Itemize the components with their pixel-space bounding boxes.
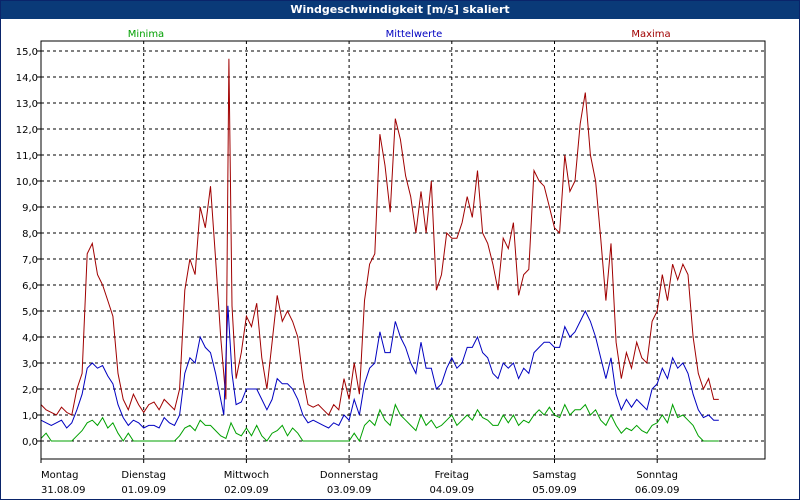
x-tick-date-label: 04.09.09 xyxy=(430,485,475,496)
y-tick-label: 13,0 xyxy=(16,99,38,110)
y-tick-label: 3,0 xyxy=(22,359,38,370)
y-tick-label: 12,0 xyxy=(16,125,38,136)
y-tick-label: 15,0 xyxy=(16,47,38,58)
x-tick-day-label: Dienstag xyxy=(121,470,166,481)
legend-minima: Minima xyxy=(128,29,164,40)
x-tick-day-label: Sonntag xyxy=(636,470,678,481)
y-tick-label: 7,0 xyxy=(22,255,38,266)
y-tick-label: 9,0 xyxy=(22,203,38,214)
y-tick-label: 0,0 xyxy=(22,437,38,448)
x-tick-day-label: Freitag xyxy=(435,470,469,481)
y-tick-label: 4,0 xyxy=(22,333,38,344)
y-axis-ticks: 0,0 1,0 2,0 3,0 4,0 5,0 6,0 7,0 8,0 9,0 10,0 11,0 12… xyxy=(16,47,41,448)
x-tick-date-label: 05.09.09 xyxy=(532,485,577,496)
y-tick-label: 6,0 xyxy=(22,281,38,292)
x-tick-date-label: 01.09.09 xyxy=(121,485,166,496)
x-tick-date-label: 31.08.09 xyxy=(41,485,86,496)
x-tick-day-label: Montag xyxy=(41,470,78,481)
x-tick-day-label: Donnerstag xyxy=(320,470,378,481)
y-tick-label: 5,0 xyxy=(22,307,38,318)
x-tick-date-label: 03.09.09 xyxy=(327,485,372,496)
window-title: Windgeschwindigkeit [m/s] skaliert xyxy=(1,1,799,19)
plot-frame xyxy=(40,40,766,460)
grid xyxy=(41,41,765,459)
y-tick-label: 14,0 xyxy=(16,73,38,84)
y-tick-label: 10,0 xyxy=(16,177,38,188)
x-tick-date-label: 06.09.09 xyxy=(635,485,680,496)
x-axis-ticks: Montag 31.08.09 Dienstag 01.09.09 Mittwoch 02… xyxy=(40,459,680,496)
series-line-minima xyxy=(40,403,719,443)
x-tick-day-label: Mittwoch xyxy=(224,470,269,481)
y-tick-label: 8,0 xyxy=(22,229,38,240)
x-tick-day-label: Samstag xyxy=(533,470,577,481)
legend-mittelwerte: Mittelwerte xyxy=(386,29,443,40)
legend-maxima: Maxima xyxy=(631,29,670,40)
series-line-maxima xyxy=(40,58,719,416)
series-lines xyxy=(40,58,719,443)
x-tick-date-label: 02.09.09 xyxy=(224,485,269,496)
y-tick-label: 11,0 xyxy=(16,151,38,162)
series-line-mittelwerte xyxy=(40,305,719,429)
wind-speed-chart: Minima Mittelwerte Maxima 0,0 1,0 2,0 3,0 4,… xyxy=(16,29,766,496)
y-tick-label: 2,0 xyxy=(22,385,38,396)
y-tick-label: 1,0 xyxy=(22,411,38,422)
